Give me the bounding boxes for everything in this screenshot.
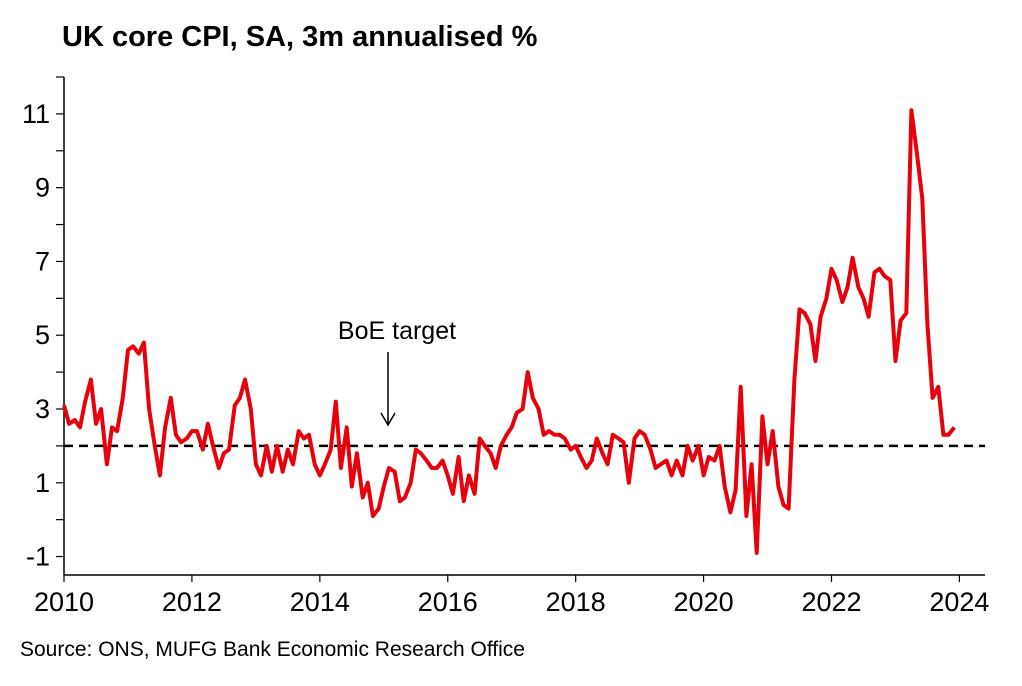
x-tick-label: 2018 [546,587,606,617]
y-tick-label: -1 [26,542,50,572]
annotation: BoE target [338,317,456,345]
annotation-arrowhead [380,412,396,427]
x-tick-label: 2014 [290,587,350,617]
x-tick-label: 2016 [418,587,478,617]
source: Source: ONS, MUFG Bank Economic Research… [20,638,525,661]
y-tick-label: 11 [22,99,50,129]
chart-title: UK core CPI, SA, 3m annualised % [62,21,538,53]
y-tick-label: 1 [35,468,50,498]
y-tick-label: 3 [35,394,50,424]
y-tick-label: 5 [35,320,50,350]
x-tick-label: 2010 [34,587,94,617]
x-tick-label: 2022 [801,587,861,617]
y-tick-label: 9 [35,173,50,203]
x-tick-label: 2024 [929,587,989,617]
x-tick-label: 2012 [162,587,222,617]
data-line [62,108,956,555]
x-tick-label: 2020 [674,587,734,617]
y-tick-label: 7 [35,246,50,276]
